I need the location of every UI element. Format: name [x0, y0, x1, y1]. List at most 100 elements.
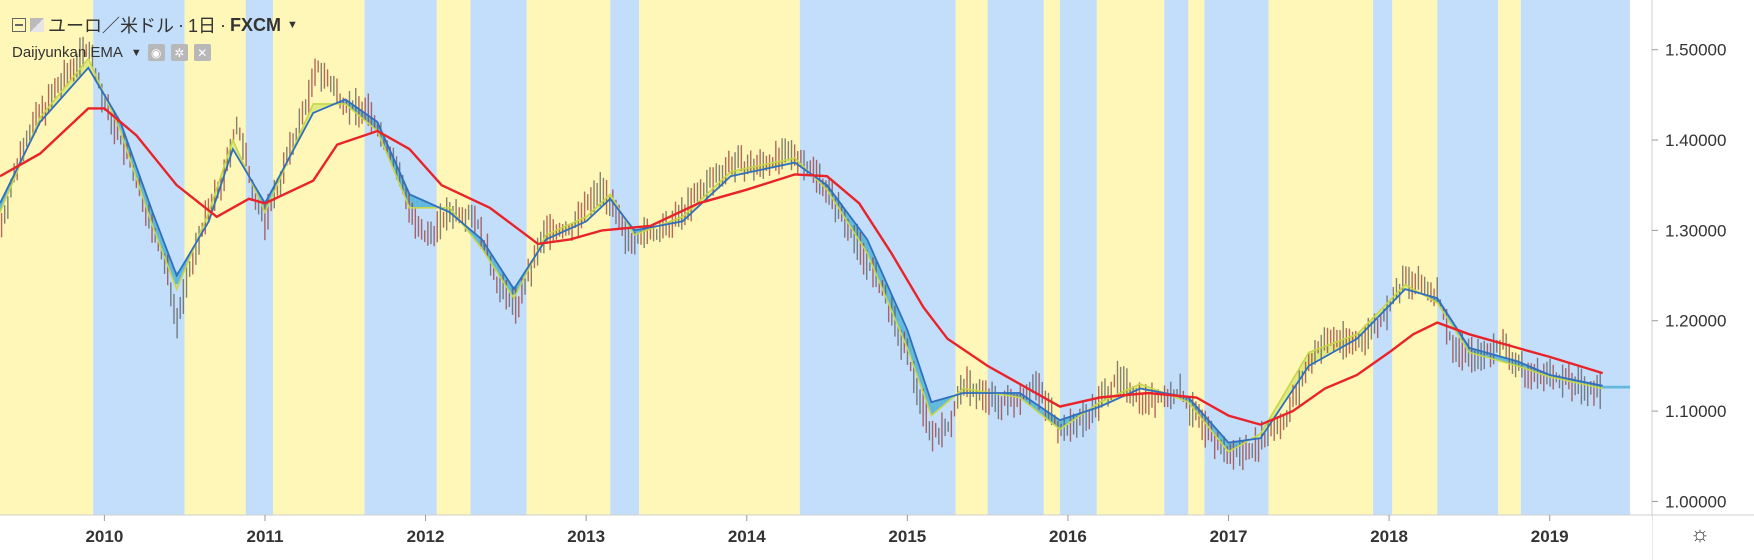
regime-band-bull: [317, 0, 365, 515]
ema-fill-segment: [496, 262, 501, 278]
x-tick-label: 2013: [567, 527, 605, 546]
regime-band-bull: [955, 0, 988, 515]
regime-bands: [0, 0, 1630, 515]
interval-label[interactable]: 1日: [188, 16, 217, 36]
regime-band-bear: [470, 0, 527, 515]
collapse-icon[interactable]: [12, 18, 26, 32]
ema-lines: [0, 57, 1604, 453]
regime-band-bull: [1096, 0, 1165, 515]
y-axis: 1.50000 1.40000 1.30000 1.20000 1.10000 1.000…: [1652, 41, 1726, 511]
ema-fill-segment: [912, 343, 916, 372]
x-tick-label: 2012: [407, 527, 445, 546]
ema-fill-segment: [135, 165, 140, 188]
ema-fill-segment: [846, 210, 850, 226]
symbol-row: ユーロ／米ドル · 1日 · FXCM ▼: [12, 12, 298, 38]
ema-fill-segment: [62, 85, 66, 98]
ema-fill-segment: [1288, 380, 1293, 397]
y-tick-label: 1.30000: [1665, 221, 1726, 240]
regime-band-bull: [184, 0, 246, 515]
x-tick-label: 2014: [728, 527, 766, 546]
ema-fill-segment: [877, 261, 881, 286]
regime-band-bull: [1392, 0, 1438, 515]
x-tick-label: 2011: [247, 527, 284, 546]
ema-fill-segment: [834, 195, 839, 208]
separator: ·: [178, 14, 184, 35]
x-tick-label: 2017: [1210, 527, 1248, 546]
ema-fill-segment: [1327, 343, 1332, 356]
time-scale-panel[interactable]: [0, 515, 1652, 560]
sun-gear-icon[interactable]: ☼: [1689, 521, 1711, 546]
ema-fill-segment: [508, 280, 513, 296]
mid-ema-line: [0, 66, 1603, 444]
regime-band-bull: [639, 0, 800, 515]
regime-band-bear: [1059, 0, 1097, 515]
ema-fill-segment: [1272, 406, 1277, 420]
ema-fill-segment: [1606, 385, 1611, 389]
regime-band-bull: [1268, 0, 1374, 515]
ema-fill-segment: [139, 176, 144, 200]
regime-band-bull: [1043, 0, 1060, 515]
short-ema-line: [0, 57, 1603, 453]
close-icon[interactable]: ✕: [193, 44, 211, 61]
symbol-name[interactable]: ユーロ／米ドル: [48, 16, 174, 36]
eye-icon[interactable]: ◉: [147, 44, 165, 61]
separator: ·: [220, 14, 227, 35]
chart-header: ユーロ／米ドル · 1日 · FXCM ▼ Daijyunkan EMA ▼ ◉…: [0, 0, 1400, 61]
ema-fill-segment: [143, 187, 148, 211]
regime-band-bear: [364, 0, 437, 515]
regime-band-bull: [436, 0, 471, 515]
exchange-label[interactable]: FXCM: [230, 14, 282, 35]
x-tick-label: 2018: [1370, 527, 1408, 546]
chevron-down-icon[interactable]: ▼: [287, 19, 298, 31]
ema-fill-segment: [869, 244, 874, 268]
regime-band-bear: [610, 0, 640, 515]
x-tick-label: 2019: [1531, 527, 1569, 546]
ema-fill-segment: [931, 400, 936, 416]
ema-fill-segment: [915, 355, 920, 383]
ema-fill-segment: [65, 81, 70, 93]
regime-band-bear: [1373, 0, 1393, 515]
chevron-down-icon[interactable]: ▼: [130, 46, 142, 59]
ema-fill-segment: [415, 196, 420, 208]
x-tick-label: 2015: [888, 527, 926, 546]
ema-fill-segment: [865, 237, 870, 259]
ema-fill-segment: [923, 378, 928, 405]
indicator-row: Daijyunkan EMA ▼ ◉ ✲ ✕: [12, 44, 211, 61]
ema-fill-segment: [943, 397, 947, 406]
y-tick-label: 1.00000: [1665, 492, 1726, 511]
ema-fill-segment: [1280, 393, 1285, 409]
ema-fill-segment: [1602, 385, 1607, 389]
regime-band-bear: [245, 0, 274, 515]
price-scale-panel[interactable]: [1652, 0, 1754, 515]
ema-fill-segment: [155, 219, 160, 244]
flag-icon: [30, 18, 44, 32]
gear-icon[interactable]: ✲: [170, 44, 188, 61]
ema-fill-segment: [908, 332, 913, 362]
ema-fill-segment: [919, 367, 924, 394]
x-tick-label: 2016: [1049, 527, 1087, 546]
regime-band-bull: [0, 0, 94, 515]
long-ema-line: [0, 107, 1604, 426]
regime-band-bear: [1164, 0, 1189, 515]
regime-band-bear: [1520, 0, 1630, 515]
regime-band-bear: [987, 0, 1044, 515]
ema-fill-segment: [170, 260, 175, 284]
ema-fill-segment: [1284, 386, 1289, 403]
ema-fill-segment: [69, 76, 74, 89]
y-tick-label: 1.50000: [1665, 41, 1726, 60]
ema-fill-segment: [1618, 385, 1623, 389]
y-tick-label: 1.10000: [1665, 402, 1726, 421]
ema-fill-segment: [178, 265, 183, 285]
ema-fill-segment: [163, 239, 167, 264]
regime-band-bear: [1437, 0, 1499, 515]
ema-fill-segment: [1622, 385, 1627, 389]
ema-fill-segment: [1614, 385, 1619, 389]
ema-fill-segment: [492, 256, 497, 272]
ema-fill-segment: [927, 390, 932, 416]
regime-band-bull: [526, 0, 611, 515]
ema-fill-segment: [896, 305, 901, 332]
indicator-name[interactable]: Daijyunkan EMA: [12, 44, 123, 61]
x-tick-label: 2010: [85, 527, 123, 546]
ema-fill-segment: [1626, 385, 1630, 389]
